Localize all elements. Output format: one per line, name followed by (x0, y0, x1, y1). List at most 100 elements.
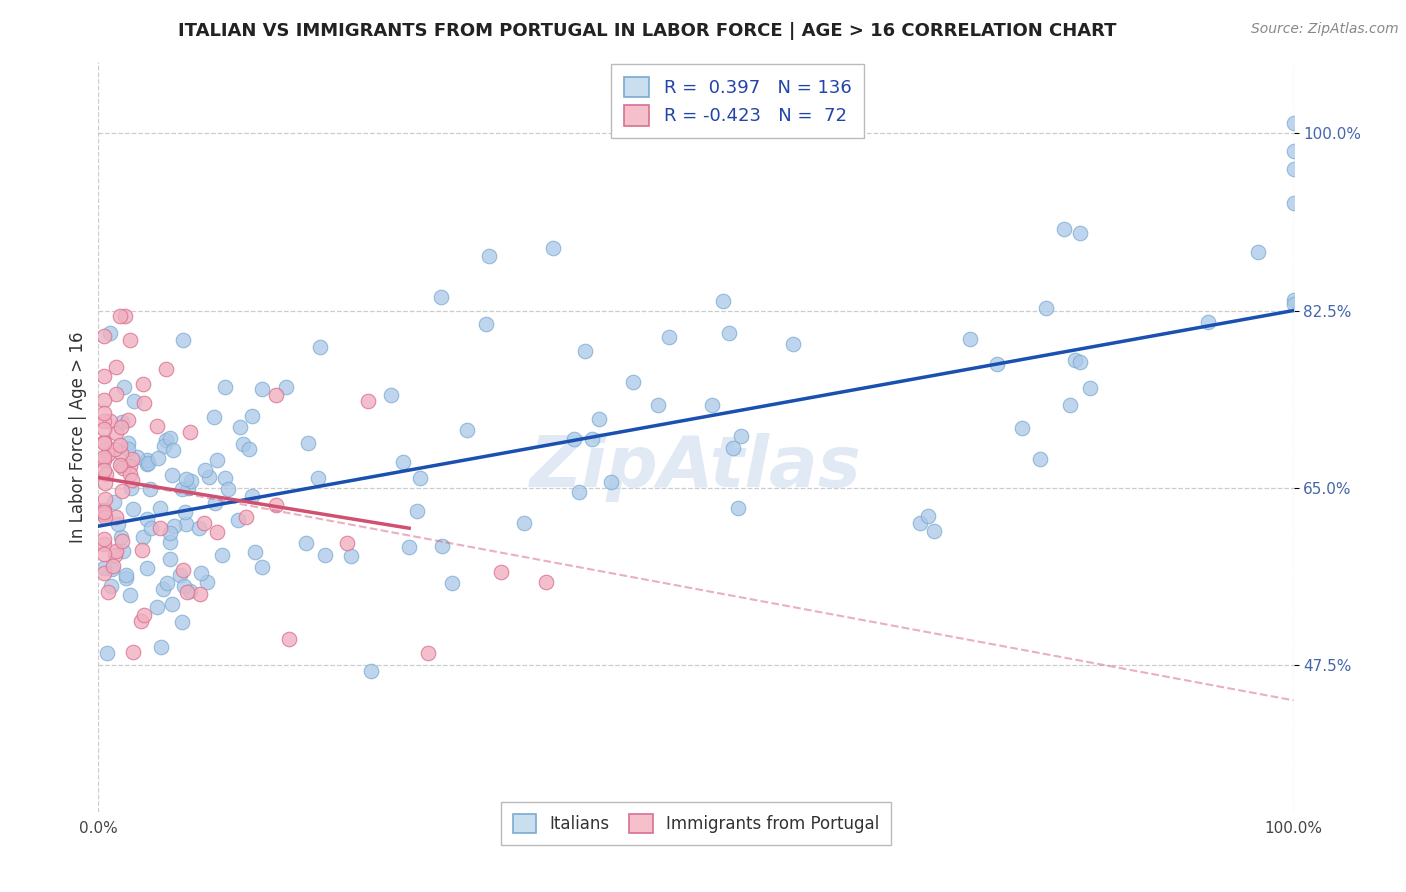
Point (120, 588, 142, 602)
Point (264, 387, 287, 401)
Point (541, 241, 564, 255)
Point (146, 451, 169, 466)
Point (111, 533, 134, 548)
Point (205, 524, 228, 539)
Point (120, 481, 142, 495)
Point (309, 339, 332, 353)
Point (717, 326, 740, 340)
Point (986, 357, 1008, 371)
Point (190, 566, 212, 581)
Point (156, 576, 179, 591)
Point (1064, 353, 1087, 368)
Point (489, 566, 512, 580)
Point (162, 468, 184, 483)
Point (93, 329, 115, 343)
Point (700, 398, 723, 412)
Point (727, 501, 749, 516)
Point (398, 540, 420, 554)
Point (307, 471, 329, 485)
Point (430, 539, 453, 553)
Point (93, 392, 115, 407)
Point (174, 517, 197, 532)
Point (93, 566, 115, 581)
Point (110, 419, 132, 434)
Point (360, 664, 382, 678)
Point (93, 505, 115, 519)
Point (160, 597, 183, 611)
Point (409, 471, 432, 485)
Point (149, 640, 172, 654)
Point (103, 495, 125, 509)
Point (104, 442, 127, 457)
Point (100, 578, 122, 592)
Point (723, 441, 745, 455)
Point (1011, 421, 1033, 435)
Point (122, 393, 145, 408)
Point (93, 422, 115, 436)
Point (959, 332, 981, 346)
Point (1247, 245, 1270, 260)
Point (131, 543, 153, 558)
Point (1282, 196, 1305, 211)
Point (295, 536, 318, 550)
Point (93, 503, 115, 517)
Point (163, 519, 186, 533)
Point (101, 558, 124, 573)
Point (217, 482, 239, 496)
Point (146, 418, 169, 433)
Point (173, 579, 195, 593)
Point (1282, 297, 1305, 311)
Point (110, 458, 132, 473)
Point (658, 329, 681, 343)
Point (93, 406, 115, 420)
Point (782, 337, 804, 351)
Point (152, 439, 174, 453)
Point (105, 387, 128, 401)
Point (1053, 221, 1076, 235)
Point (1282, 144, 1305, 158)
Point (110, 446, 132, 460)
Point (177, 481, 200, 495)
Point (647, 398, 669, 412)
Point (93, 453, 115, 467)
Point (240, 409, 263, 424)
Point (162, 442, 184, 457)
Point (117, 442, 139, 456)
Point (93, 537, 115, 551)
Point (149, 521, 172, 535)
Point (97, 447, 120, 461)
Point (159, 525, 181, 540)
Point (250, 560, 273, 574)
Point (114, 309, 136, 323)
Point (112, 380, 135, 394)
Point (228, 419, 250, 434)
Point (195, 575, 218, 590)
Point (276, 380, 298, 394)
Point (105, 425, 128, 440)
Point (155, 362, 177, 376)
Point (908, 516, 931, 531)
Point (155, 433, 177, 447)
Point (93, 463, 115, 477)
Point (104, 548, 127, 562)
Point (1078, 381, 1101, 395)
Point (111, 415, 134, 429)
Point (96, 646, 118, 660)
Point (568, 485, 591, 500)
Point (93, 492, 115, 507)
Point (922, 524, 945, 539)
Point (194, 463, 217, 477)
Point (357, 394, 380, 409)
Point (159, 552, 181, 566)
Point (93, 435, 115, 450)
Point (179, 584, 201, 599)
Point (456, 423, 478, 437)
Point (129, 614, 152, 628)
Point (170, 482, 193, 496)
Point (105, 510, 128, 524)
Point (179, 425, 201, 439)
Point (117, 436, 139, 450)
Point (120, 467, 142, 481)
Point (118, 334, 141, 348)
Point (132, 376, 155, 391)
